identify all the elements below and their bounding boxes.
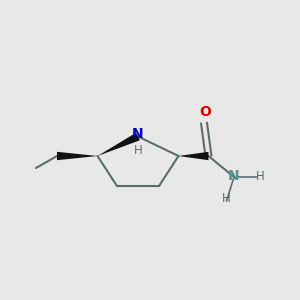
Polygon shape [178, 152, 208, 160]
Text: O: O [199, 106, 211, 119]
Text: H: H [256, 170, 265, 184]
Text: N: N [132, 127, 144, 141]
Text: H: H [134, 143, 142, 157]
Polygon shape [57, 152, 98, 160]
Text: H: H [222, 191, 231, 205]
Text: N: N [228, 169, 240, 183]
Polygon shape [98, 133, 140, 156]
